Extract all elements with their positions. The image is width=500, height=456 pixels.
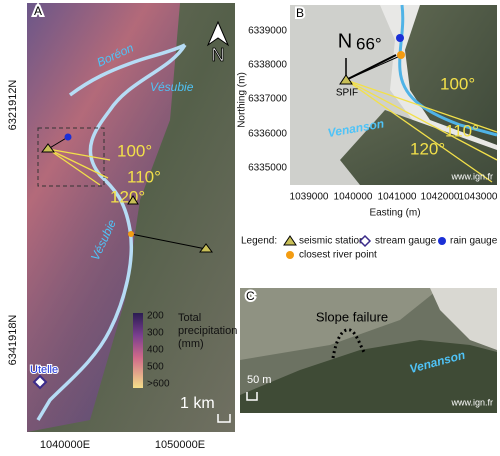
north-label: N — [338, 30, 352, 52]
feature-label: Slope failure — [316, 309, 388, 324]
colorbar-label: 200 — [147, 311, 164, 322]
y-label: 6321912N — [7, 80, 19, 131]
colorbar-label: 300 — [147, 328, 164, 339]
terrain — [340, 110, 497, 185]
x-tick-label: 1041000 — [378, 192, 417, 203]
panel-b: B N 66° SPIF 100° 110° 120° Venanson www… — [237, 4, 498, 219]
legend-item: rain gauge — [450, 236, 498, 247]
closest-river-point — [128, 231, 134, 237]
closest-river-point — [397, 51, 405, 59]
y-tick-label: 6339000 — [248, 26, 287, 37]
legend-symbol — [283, 235, 297, 246]
link — [345, 55, 401, 81]
north-label: N — [212, 45, 225, 65]
failure-outline — [331, 328, 366, 359]
panel-label: B — [296, 6, 304, 20]
y-tick-label: 6337000 — [248, 94, 287, 105]
legend-symbol — [358, 234, 372, 248]
scale-bar — [217, 414, 231, 423]
panel-a: A N Boréon Vésubie Vésubie 100° 110° 120… — [7, 2, 237, 451]
y-label: 6341918N — [7, 315, 19, 366]
legend-title: Legend: — [241, 236, 277, 247]
rain-gauge — [396, 34, 404, 42]
river-label: Vésubie — [150, 80, 194, 94]
gravel-bed — [430, 288, 497, 350]
seismic-station — [41, 143, 55, 153]
x-tick-label: 1042000 — [421, 192, 460, 203]
terrain — [240, 288, 440, 360]
x-label: 1040000E — [40, 439, 90, 451]
seismic-station — [127, 195, 139, 205]
link — [130, 233, 207, 250]
x-label: 1050000E — [155, 439, 205, 451]
legend-item: stream gauge — [375, 236, 437, 247]
x-tick-label: 1043000 — [459, 192, 498, 203]
link — [47, 136, 69, 150]
panel-label: C — [246, 289, 255, 303]
precipitation-overlay — [27, 3, 180, 432]
direction-lines — [345, 79, 498, 183]
legend-item: seismic station — [299, 236, 365, 247]
angle-label: 120° — [110, 187, 145, 206]
x-axis-title: Easting (m) — [369, 208, 420, 219]
river — [398, 4, 498, 137]
forest — [240, 340, 497, 413]
legend: Legend: seismic station stream gauge rai… — [241, 234, 498, 261]
angle-label: 100° — [440, 74, 475, 93]
scale-label: 1 km — [180, 395, 215, 412]
credit: www.ign.fr — [450, 171, 493, 181]
legend-symbol — [438, 237, 446, 245]
north-angle: 66° — [356, 34, 382, 53]
rain-gauge — [64, 133, 72, 141]
angle-label: 110° — [445, 121, 479, 140]
seismic-station — [199, 243, 213, 253]
x-tick-label: 1040000 — [334, 192, 373, 203]
y-tick-label: 6335000 — [248, 163, 287, 174]
colorbar-title: (mm) — [178, 338, 204, 350]
colorbar-title: precipitation — [178, 325, 237, 337]
river — [36, 43, 187, 421]
x-tick-label: 1039000 — [290, 192, 329, 203]
panel-label: A — [34, 4, 42, 18]
y-tick-label: 6338000 — [248, 60, 287, 71]
scale-bar — [246, 392, 258, 401]
stream-gauge — [32, 374, 48, 390]
colorbar-label: 400 — [147, 345, 164, 356]
colorbar — [133, 313, 143, 388]
colorbar-label: >600 — [147, 379, 170, 390]
y-axis-title: Northing (m) — [237, 72, 248, 128]
legend-item: closest river point — [299, 250, 377, 261]
north-arrow — [206, 20, 230, 47]
direction-lines — [47, 148, 111, 186]
gauge-label: Utelle — [30, 364, 58, 376]
scale-label: 50 m — [247, 374, 271, 386]
zoom-box — [37, 127, 105, 187]
angle-label: 120° — [410, 139, 445, 158]
seismic-station — [339, 74, 353, 85]
angle-label: 110° — [127, 167, 161, 186]
colorbar-label: 500 — [147, 362, 164, 373]
y-tick-label: 6336000 — [248, 129, 287, 140]
station-label: SPIF — [336, 88, 358, 99]
legend-symbol — [286, 251, 294, 259]
credit: www.ign.fr — [450, 397, 493, 407]
panel-c: C Slope failure Venanson 50 m www.ign.fr — [240, 287, 497, 413]
colorbar-title: Total — [178, 312, 201, 324]
angle-label: 100° — [117, 141, 152, 160]
